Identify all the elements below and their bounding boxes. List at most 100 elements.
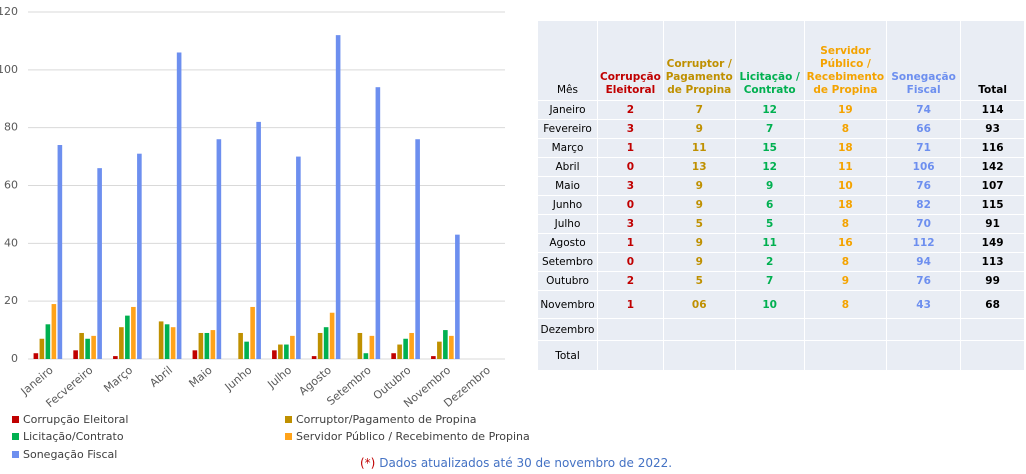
legend-label: Corruptor/Pagamento de Propina — [296, 413, 477, 426]
header-cell: Corruptor / Pagamento de Propina — [662, 20, 736, 101]
table-cell: 16 — [803, 233, 888, 253]
bar — [391, 353, 396, 359]
bar — [311, 356, 317, 359]
bar — [85, 338, 90, 359]
bar — [415, 139, 420, 359]
table-cell: 18 — [803, 195, 888, 215]
table-cell: Março — [537, 138, 598, 158]
header-cell: Corrupção Eleitoral — [597, 20, 664, 101]
table-cell: 18 — [803, 138, 888, 158]
table-row: Outubro 2 5 7 9 76 99 — [537, 271, 1026, 291]
table-cell: Maio — [537, 176, 598, 196]
bar — [449, 335, 454, 359]
bar — [131, 306, 136, 359]
table-row: Maio 3 9 9 10 76 107 — [537, 176, 1026, 196]
y-tick-label: 80 — [4, 121, 18, 134]
bar — [290, 335, 295, 359]
table-cell: Julho — [537, 214, 598, 234]
table-cell — [803, 340, 888, 371]
bar — [455, 234, 460, 359]
table-cell: 9 — [662, 176, 736, 196]
legend-label: Servidor Público / Recebimento de Propin… — [296, 430, 530, 443]
y-tick-label: 20 — [4, 294, 18, 307]
bar — [363, 353, 369, 359]
table-cell: Total — [537, 340, 598, 371]
legend-swatch — [12, 451, 19, 458]
bar — [204, 332, 210, 359]
table-cell: 7 — [734, 271, 805, 291]
header-cell: Total — [960, 20, 1026, 101]
table-cell: 71 — [886, 138, 962, 158]
table-cell: 8 — [803, 214, 888, 234]
bar — [91, 335, 96, 359]
bar — [210, 330, 216, 359]
table-cell: 76 — [886, 176, 962, 196]
legend-label: Licitação/Contrato — [23, 430, 124, 443]
table-cell: 9 — [662, 233, 736, 253]
legend-swatch — [12, 416, 19, 423]
bar — [437, 341, 442, 359]
table-cell: 0 — [597, 252, 664, 272]
y-tick-label: 40 — [4, 236, 18, 249]
table-cell: 112 — [886, 233, 962, 253]
table-cell — [662, 340, 736, 371]
legend-swatch — [285, 416, 292, 423]
y-tick-label: 100 — [0, 63, 18, 76]
bar — [443, 330, 448, 359]
table-cell: 9 — [662, 195, 736, 215]
bar — [170, 327, 176, 359]
bar — [125, 315, 130, 359]
table-cell: 9 — [803, 271, 888, 291]
x-tick-label: Junho — [222, 363, 255, 394]
table-cell: Outubro — [537, 271, 598, 291]
table-cell: Abril — [537, 157, 598, 177]
header-row: Mês Corrupção Eleitoral Corruptor / Pagame… — [537, 20, 1026, 101]
bar — [272, 350, 277, 359]
table-cell: 66 — [886, 119, 962, 139]
table-cell: 2 — [734, 252, 805, 272]
table-cell: 8 — [803, 119, 888, 139]
table-row: Dezembro — [537, 318, 1026, 341]
data-table: Mês Corrupção Eleitoral Corruptor / Pagame… — [537, 20, 1026, 371]
table-cell: Janeiro — [537, 100, 598, 120]
bar — [164, 324, 170, 359]
table-cell: Junho — [537, 195, 598, 215]
bar — [278, 344, 283, 359]
bar — [323, 327, 329, 359]
table-cell — [597, 340, 664, 371]
table-cell: 149 — [960, 233, 1026, 253]
footnote: (*) Dados atualizados até 30 de novembro… — [360, 456, 672, 470]
table-cell: Setembro — [537, 252, 598, 272]
table-cell: 142 — [960, 157, 1026, 177]
bar — [51, 304, 57, 359]
x-tick-label: Julho — [264, 363, 294, 391]
header-cell: Servidor Público / Recebimento de Propin… — [803, 20, 888, 101]
table-cell: 115 — [960, 195, 1026, 215]
x-tick-label: Maio — [186, 363, 214, 390]
table-cell: 9 — [734, 176, 805, 196]
header-cell: Mês — [537, 20, 598, 101]
table-cell: 93 — [960, 119, 1026, 139]
table-row: Julho 3 5 5 8 70 91 — [537, 214, 1026, 234]
table-row: Fevereiro 3 9 7 8 66 93 — [537, 119, 1026, 139]
bar — [158, 321, 164, 359]
x-tick-label: Agosto — [297, 363, 335, 398]
bar — [73, 350, 78, 359]
table-cell: Agosto — [537, 233, 598, 253]
bar — [403, 338, 408, 359]
table-cell: 8 — [803, 252, 888, 272]
bar — [357, 332, 363, 359]
y-tick-label: 60 — [4, 179, 18, 192]
table-cell — [734, 318, 805, 341]
table-cell: 2 — [597, 271, 664, 291]
table-cell: 91 — [960, 214, 1026, 234]
bar — [176, 52, 182, 359]
bar — [97, 168, 102, 359]
table-cell: 2 — [597, 100, 664, 120]
bar — [57, 145, 63, 359]
bar — [113, 356, 118, 359]
bar — [335, 35, 341, 360]
table-cell — [960, 340, 1026, 371]
bar — [250, 306, 255, 359]
table-cell: 8 — [803, 290, 888, 319]
